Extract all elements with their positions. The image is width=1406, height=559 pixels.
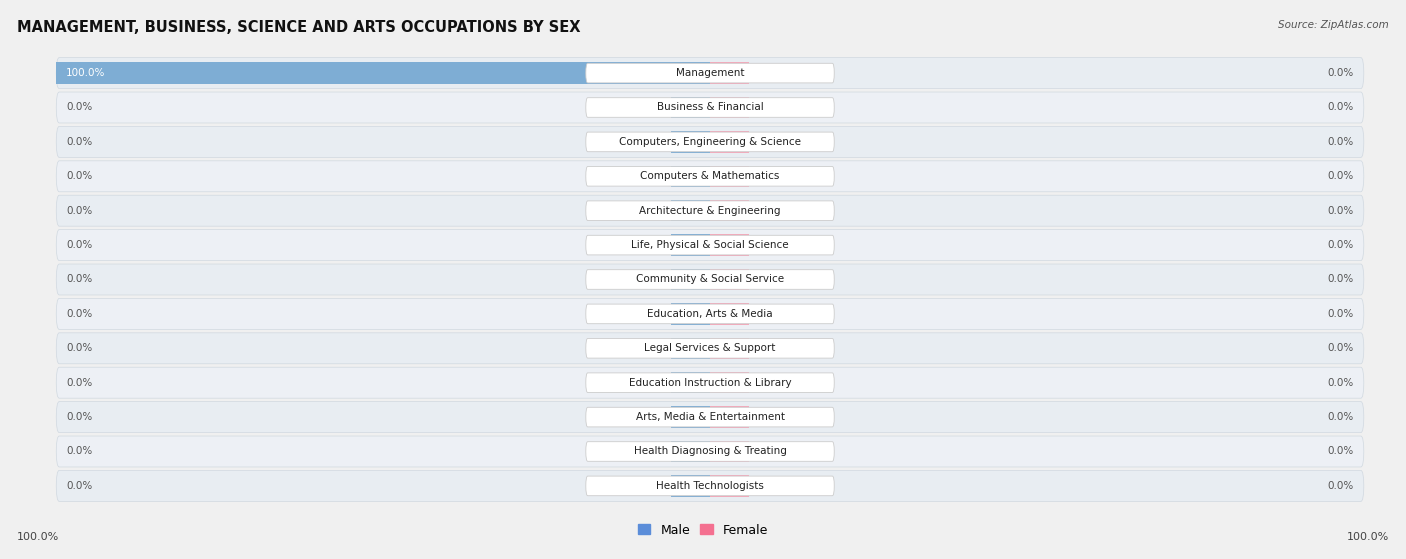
FancyBboxPatch shape [56, 92, 1364, 123]
FancyBboxPatch shape [586, 408, 834, 427]
Text: 0.0%: 0.0% [66, 206, 93, 216]
Text: 0.0%: 0.0% [1327, 447, 1354, 457]
Text: Community & Social Service: Community & Social Service [636, 274, 785, 285]
Bar [710, 475, 749, 496]
Bar [671, 441, 710, 462]
FancyBboxPatch shape [586, 167, 834, 186]
Bar [710, 372, 749, 394]
Bar [671, 338, 710, 359]
Text: Health Technologists: Health Technologists [657, 481, 763, 491]
Text: 0.0%: 0.0% [1327, 274, 1354, 285]
FancyBboxPatch shape [56, 161, 1364, 192]
Text: 0.0%: 0.0% [1327, 378, 1354, 388]
Text: Education, Arts & Media: Education, Arts & Media [647, 309, 773, 319]
FancyBboxPatch shape [586, 132, 834, 151]
Bar [710, 234, 749, 256]
FancyBboxPatch shape [586, 304, 834, 324]
Text: 100.0%: 100.0% [66, 68, 105, 78]
Text: 0.0%: 0.0% [1327, 68, 1354, 78]
Bar [671, 475, 710, 496]
Text: Health Diagnosing & Treating: Health Diagnosing & Treating [634, 447, 786, 457]
Text: 0.0%: 0.0% [66, 240, 93, 250]
Text: 0.0%: 0.0% [66, 447, 93, 457]
FancyBboxPatch shape [56, 230, 1364, 260]
Text: Education Instruction & Library: Education Instruction & Library [628, 378, 792, 388]
FancyBboxPatch shape [586, 373, 834, 392]
Text: 0.0%: 0.0% [66, 378, 93, 388]
FancyBboxPatch shape [586, 442, 834, 461]
FancyBboxPatch shape [586, 476, 834, 496]
FancyBboxPatch shape [56, 264, 1364, 295]
Bar [710, 441, 749, 462]
Text: 0.0%: 0.0% [1327, 412, 1354, 422]
Text: 0.0%: 0.0% [1327, 481, 1354, 491]
Text: 0.0%: 0.0% [1327, 240, 1354, 250]
Bar [710, 406, 749, 428]
FancyBboxPatch shape [586, 339, 834, 358]
Text: Architecture & Engineering: Architecture & Engineering [640, 206, 780, 216]
FancyBboxPatch shape [586, 63, 834, 83]
Text: 0.0%: 0.0% [1327, 343, 1354, 353]
Text: 0.0%: 0.0% [1327, 206, 1354, 216]
Text: Legal Services & Support: Legal Services & Support [644, 343, 776, 353]
Text: 0.0%: 0.0% [1327, 309, 1354, 319]
Text: Life, Physical & Social Science: Life, Physical & Social Science [631, 240, 789, 250]
Text: 0.0%: 0.0% [66, 309, 93, 319]
Bar [671, 234, 710, 256]
Bar [671, 165, 710, 187]
Text: 0.0%: 0.0% [66, 171, 93, 181]
Bar [710, 165, 749, 187]
Text: Computers & Mathematics: Computers & Mathematics [640, 171, 780, 181]
Text: 100.0%: 100.0% [17, 532, 59, 542]
Text: MANAGEMENT, BUSINESS, SCIENCE AND ARTS OCCUPATIONS BY SEX: MANAGEMENT, BUSINESS, SCIENCE AND ARTS O… [17, 20, 581, 35]
Text: Management: Management [676, 68, 744, 78]
Text: 0.0%: 0.0% [66, 137, 93, 147]
FancyBboxPatch shape [56, 195, 1364, 226]
FancyBboxPatch shape [56, 58, 1364, 88]
Bar [671, 303, 710, 325]
Text: 0.0%: 0.0% [1327, 102, 1354, 112]
FancyBboxPatch shape [586, 98, 834, 117]
FancyBboxPatch shape [56, 401, 1364, 433]
Bar [710, 200, 749, 221]
Legend: Male, Female: Male, Female [633, 519, 773, 542]
Text: Arts, Media & Entertainment: Arts, Media & Entertainment [636, 412, 785, 422]
Bar [710, 338, 749, 359]
FancyBboxPatch shape [56, 436, 1364, 467]
Bar [671, 200, 710, 221]
Bar [671, 406, 710, 428]
FancyBboxPatch shape [586, 269, 834, 290]
Bar [710, 269, 749, 290]
Text: Computers, Engineering & Science: Computers, Engineering & Science [619, 137, 801, 147]
FancyBboxPatch shape [56, 126, 1364, 158]
Text: Business & Financial: Business & Financial [657, 102, 763, 112]
Text: 0.0%: 0.0% [66, 412, 93, 422]
Text: 0.0%: 0.0% [1327, 171, 1354, 181]
Bar [671, 372, 710, 394]
Text: 0.0%: 0.0% [66, 102, 93, 112]
Text: 0.0%: 0.0% [1327, 137, 1354, 147]
Bar [56, 63, 710, 84]
FancyBboxPatch shape [56, 299, 1364, 329]
FancyBboxPatch shape [586, 201, 834, 220]
FancyBboxPatch shape [56, 367, 1364, 398]
Text: 0.0%: 0.0% [66, 343, 93, 353]
Bar [710, 97, 749, 118]
Text: Source: ZipAtlas.com: Source: ZipAtlas.com [1278, 20, 1389, 30]
Bar [671, 131, 710, 153]
FancyBboxPatch shape [56, 471, 1364, 501]
Bar [710, 63, 749, 84]
Bar [671, 269, 710, 290]
Bar [710, 303, 749, 325]
Bar [710, 131, 749, 153]
FancyBboxPatch shape [586, 235, 834, 255]
FancyBboxPatch shape [56, 333, 1364, 364]
Bar [671, 97, 710, 118]
Text: 0.0%: 0.0% [66, 274, 93, 285]
Text: 0.0%: 0.0% [66, 481, 93, 491]
Text: 100.0%: 100.0% [1347, 532, 1389, 542]
